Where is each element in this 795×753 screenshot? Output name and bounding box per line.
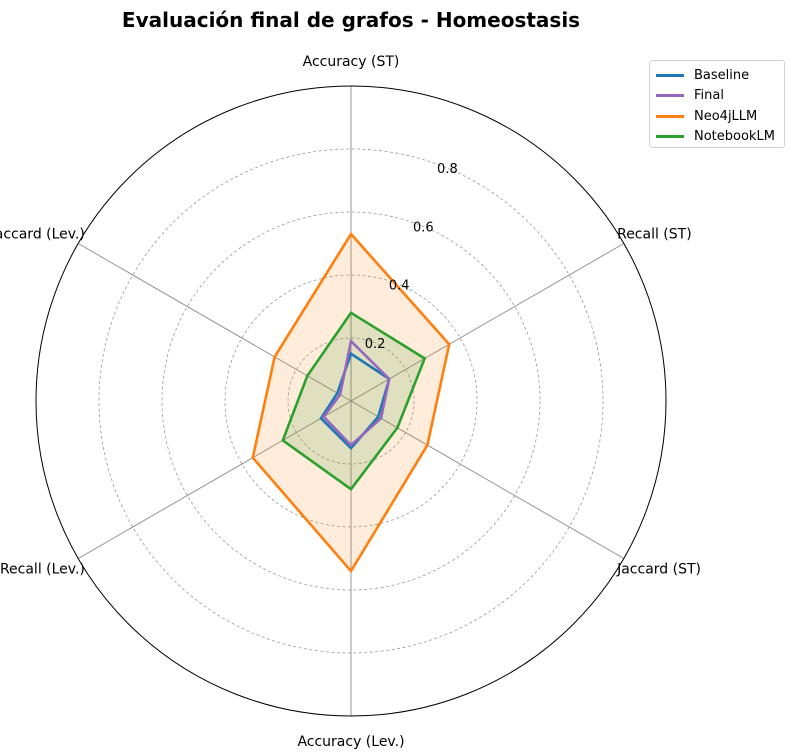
legend-swatch — [656, 114, 684, 118]
legend-item: NotebookLM — [656, 127, 778, 148]
legend-swatch — [656, 135, 684, 139]
legend-label: NotebookLM — [694, 129, 775, 145]
axis-label: Jaccard (Lev.) — [0, 227, 85, 243]
grid-layer — [35, 85, 667, 717]
axis-label: Jaccard (ST) — [616, 562, 701, 578]
series-layer — [251, 231, 451, 574]
outer-frame — [35, 85, 667, 717]
legend-swatch — [656, 73, 684, 77]
label-layer: 0.2 0.4 0.6 0.8 Accuracy (ST) Recall (ST) Jacc… — [0, 54, 701, 750]
axis-spoke — [77, 400, 352, 559]
legend-item: Final — [656, 86, 778, 107]
r-tick-label: 0.6 — [413, 220, 434, 235]
legend: Baseline Final Neo4jLLM NotebookLM — [649, 60, 785, 148]
grid-circle — [287, 337, 415, 465]
r-tick-label: 0.4 — [389, 279, 410, 294]
axis-label: Accuracy (Lev.) — [297, 734, 404, 750]
legend-label: Neo4jLLM — [694, 108, 758, 124]
legend-swatch — [656, 94, 684, 98]
series-line-notebooklm — [281, 311, 427, 491]
r-tick-label: 0.8 — [437, 162, 458, 177]
grid-circle — [224, 274, 478, 528]
series-line-neo4jllm — [251, 231, 451, 574]
series-fill-neo4jllm — [252, 234, 450, 572]
grid-circle — [98, 148, 604, 654]
r-tick-label: 0.2 — [365, 337, 386, 352]
legend-label: Final — [694, 88, 724, 104]
legend-item: Neo4jLLM — [656, 106, 778, 127]
series-fill-notebooklm — [282, 312, 425, 490]
legend-label: Baseline — [694, 67, 750, 83]
chart-title: Evaluación final de grafos - Homeostasis — [121, 8, 581, 32]
series-line-final — [322, 338, 391, 447]
axis-label: Accuracy (ST) — [303, 54, 400, 70]
axis-spoke — [350, 243, 625, 402]
axis-spoke — [77, 243, 352, 402]
axis-label: Recall (Lev.) — [0, 562, 85, 578]
legend-item: Baseline — [656, 65, 778, 86]
grid-circle — [161, 211, 541, 591]
axis-label: Recall (ST) — [617, 227, 692, 243]
